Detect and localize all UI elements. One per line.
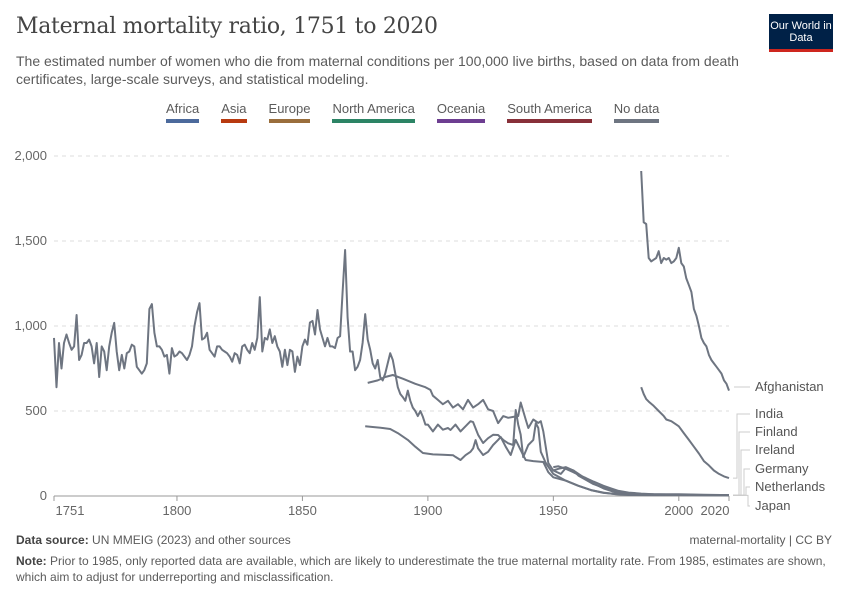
legend-swatch [221,119,247,123]
x-tick-label: 1751 [56,503,85,518]
label-connector [733,413,750,479]
label-connector [733,494,750,507]
legend-swatch [507,119,592,123]
legend-swatch [613,119,660,123]
legend-item-asia[interactable]: Asia [221,101,247,123]
series-label-finland: Finland [755,424,798,439]
legend-swatch [436,119,486,123]
x-tick-label: 2000 [664,503,693,518]
series-label-ireland: Ireland [755,442,795,457]
x-tick-label: 1800 [162,503,191,518]
owid-logo[interactable]: Our World in Data [769,14,833,52]
x-tick-label: 1850 [288,503,317,518]
series-line-japan [553,465,730,497]
series-label-netherlands: Netherlands [755,479,826,494]
series-line-germany [552,466,730,497]
series-label-afghanistan: Afghanistan [755,379,824,394]
legend-item-south-america[interactable]: South America [507,101,592,123]
legend: Africa Asia Europe North America Oceania… [166,101,681,123]
chart-subtitle: The estimated number of women who die fr… [16,53,739,87]
chart-slug-license[interactable]: maternal-mortality | CC BY [689,533,832,547]
logo-text: Our World in Data [770,20,832,44]
x-tick-label: 1900 [413,503,442,518]
label-connector [733,449,750,496]
series-label-germany: Germany [755,461,809,476]
legend-swatch [332,119,415,123]
series-label-india: India [755,406,784,421]
line-chart: 0 500 1,000 1,500 2,000 1751 1800 1850 1900 1950 2… [14,148,826,518]
legend-item-oceania[interactable]: Oceania [436,101,486,123]
series-line-india [640,386,730,480]
y-tick-label: 1,000 [14,318,47,333]
y-tick-label: 2,000 [14,148,47,163]
note: Note: Prior to 1985, only reported data … [16,554,826,584]
legend-item-north-america[interactable]: North America [332,101,415,123]
x-tick-label: 2020 [701,503,730,518]
series-line-ireland [365,425,729,497]
legend-swatch [166,119,200,123]
y-tick-label: 0 [40,488,47,503]
legend-item-africa[interactable]: Africa [166,101,200,123]
series-label-japan: Japan [755,498,790,513]
series-line-afghanistan [640,170,730,391]
legend-item-no-data[interactable]: No data [613,101,660,123]
y-tick-label: 500 [25,403,47,418]
source-line: Data source: UN MMEIG (2023) and other s… [16,533,291,547]
chart-title: Maternal mortality ratio, 1751 to 2020 [16,14,438,39]
series-line-finland [53,249,729,497]
x-tick-label: 1950 [539,503,568,518]
legend-swatch [268,119,311,123]
series-line-netherlands [367,374,730,497]
legend-item-europe[interactable]: Europe [268,101,311,123]
y-tick-label: 1,500 [14,233,47,248]
